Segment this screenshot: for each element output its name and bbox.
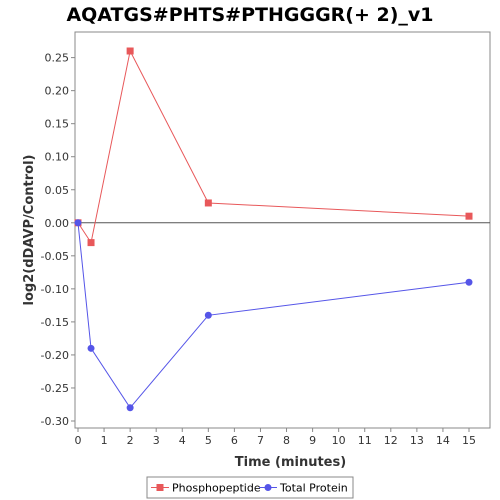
y-tick-label: -0.05 — [41, 250, 69, 263]
y-tick-label: 0.20 — [45, 85, 70, 98]
x-tick-label: 11 — [358, 434, 372, 447]
chart-title: AQATGS#PHTS#PTHGGGR(+ 2)_v1 — [66, 4, 433, 26]
x-tick-label: 4 — [179, 434, 186, 447]
x-tick-label: 14 — [436, 434, 450, 447]
data-point-phosphopeptide — [204, 199, 212, 207]
y-tick-label: -0.20 — [41, 349, 69, 362]
legend-marker-phosphopeptide — [156, 484, 164, 491]
x-tick-label: 7 — [257, 434, 264, 447]
x-tick-label: 0 — [75, 434, 82, 447]
y-tick-label: -0.30 — [41, 415, 69, 428]
y-tick-label: 0.15 — [45, 118, 70, 131]
data-point-phosphopeptide — [87, 239, 95, 247]
x-tick-label: 1 — [101, 434, 108, 447]
x-tick-label: 9 — [309, 434, 316, 447]
x-tick-label: 15 — [462, 434, 476, 447]
x-tick-label: 2 — [127, 434, 134, 447]
data-point-total-protein — [87, 344, 95, 352]
y-tick-label: 0.25 — [45, 52, 70, 65]
x-tick-label: 12 — [384, 434, 398, 447]
y-axis-ticks: -0.30 -0.25 -0.20 -0.15 -0.10 -0.05 0.00 0.05 0.… — [41, 52, 75, 428]
legend-box — [146, 476, 354, 499]
data-point-phosphopeptide — [465, 212, 473, 220]
data-point-total-protein — [204, 311, 212, 319]
y-tick-label: 0.05 — [45, 184, 70, 197]
legend: Phosphopeptide Total Protein — [146, 476, 354, 499]
x-tick-label: 10 — [332, 434, 346, 447]
y-tick-label: 0.10 — [45, 151, 70, 164]
y-tick-label: -0.15 — [41, 316, 69, 329]
x-tick-label: 13 — [410, 434, 424, 447]
x-tick-label: 3 — [153, 434, 160, 447]
x-axis-ticks: 0 1 2 3 4 5 6 7 8 9 10 11 12 13 14 15 — [75, 428, 476, 447]
data-point-total-protein — [465, 278, 473, 286]
y-tick-label: 0.00 — [45, 217, 70, 230]
x-tick-label: 6 — [231, 434, 238, 447]
data-point-phosphopeptide — [126, 47, 134, 55]
data-point-total-protein — [126, 404, 134, 412]
x-axis-label: Time (minutes) — [235, 455, 346, 470]
series-layer — [74, 47, 473, 412]
legend-label-phosphopeptide: Phosphopeptide — [172, 482, 261, 495]
x-tick-label: 8 — [283, 434, 290, 447]
plot-area — [74, 31, 491, 429]
y-tick-label: -0.25 — [41, 382, 69, 395]
x-tick-label: 5 — [205, 434, 212, 447]
legend-marker-total-protein — [264, 484, 272, 491]
data-point-total-protein — [74, 219, 82, 227]
y-tick-label: -0.10 — [41, 283, 69, 296]
y-axis-label: log2(dDAVP/Control) — [22, 155, 37, 306]
legend-label-total-protein: Total Protein — [279, 482, 348, 495]
